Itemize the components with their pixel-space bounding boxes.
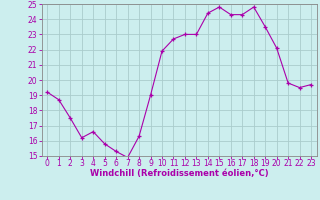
X-axis label: Windchill (Refroidissement éolien,°C): Windchill (Refroidissement éolien,°C) (90, 169, 268, 178)
